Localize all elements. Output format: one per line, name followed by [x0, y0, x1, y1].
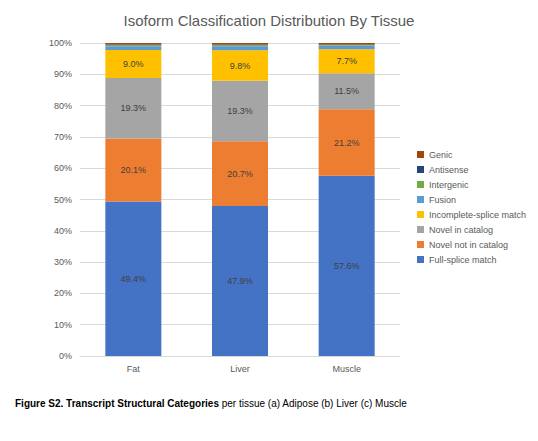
html-text:Figure S2. Transcript Structur: Figure S2. Transcript Structural Categor…	[15, 398, 407, 409]
svg-text:90%: 90%	[54, 69, 72, 79]
svg-text:50%: 50%	[54, 195, 72, 205]
svg-text:20%: 20%	[54, 288, 72, 298]
svg-text:Muscle: Muscle	[332, 364, 361, 374]
svg-text:20.1%: 20.1%	[121, 165, 147, 175]
svg-text:Fusion: Fusion	[429, 195, 456, 205]
svg-text:9.8%: 9.8%	[230, 61, 251, 71]
svg-text:Novel in catalog: Novel in catalog	[429, 225, 493, 235]
svg-text:9.0%: 9.0%	[123, 59, 144, 69]
svg-text:Isoform Classification Distrib: Isoform Classification Distribution By T…	[124, 12, 415, 29]
svg-text:10%: 10%	[54, 320, 72, 330]
svg-text:Full-splice match: Full-splice match	[429, 255, 497, 265]
svg-text:Liver: Liver	[230, 364, 250, 374]
svg-text:60%: 60%	[54, 163, 72, 173]
svg-text:40%: 40%	[54, 226, 72, 236]
svg-text:19.3%: 19.3%	[121, 103, 147, 113]
svg-text:20.7%: 20.7%	[227, 169, 253, 179]
svg-text:57.6%: 57.6%	[334, 261, 360, 271]
svg-text:19.3%: 19.3%	[227, 106, 253, 116]
svg-text:11.5%: 11.5%	[334, 86, 359, 96]
svg-text:Genic: Genic	[429, 150, 453, 160]
svg-text:80%: 80%	[54, 101, 72, 111]
svg-text:Antisense: Antisense	[429, 165, 469, 175]
svg-text:Intergenic: Intergenic	[429, 180, 469, 190]
svg-text:0%: 0%	[59, 351, 72, 361]
svg-text:49.4%: 49.4%	[121, 274, 147, 284]
svg-text:21.2%: 21.2%	[334, 138, 360, 148]
svg-text:Incomplete-splice match: Incomplete-splice match	[429, 210, 526, 220]
svg-text:Novel not in catalog: Novel not in catalog	[429, 240, 508, 250]
svg-text:47.9%: 47.9%	[227, 276, 253, 286]
svg-text:7.7%: 7.7%	[336, 56, 357, 66]
svg-text:70%: 70%	[54, 132, 72, 142]
svg-text:Fat: Fat	[127, 364, 141, 374]
svg-text:100%: 100%	[49, 38, 72, 48]
svg-text:30%: 30%	[54, 257, 72, 267]
